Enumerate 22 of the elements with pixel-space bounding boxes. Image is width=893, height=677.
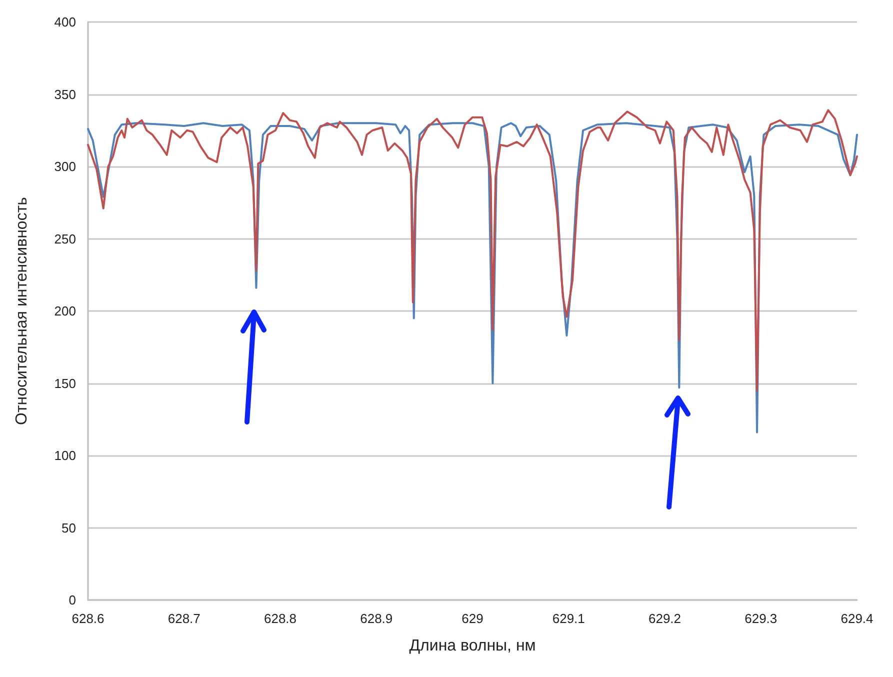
line-series (87, 109, 858, 392)
x-tick-label: 628.9 (360, 611, 393, 626)
x-tick-label: 629.3 (744, 611, 778, 626)
y-tick-label: 350 (54, 86, 76, 102)
line-series (87, 122, 858, 434)
y-axis-title: Относительная интенсивность (14, 197, 30, 425)
x-tick-label: 628.7 (168, 611, 200, 626)
y-tick-label: 200 (54, 304, 76, 318)
x-tick-label: 629.1 (552, 611, 585, 626)
y-tick-label: 0 (68, 592, 76, 608)
y-tick-label: 250 (54, 231, 76, 246)
x-tick-label: 629 (462, 611, 484, 626)
y-tick-label: 100 (54, 448, 76, 463)
x-tick-label: 628.8 (264, 611, 297, 626)
x-tick-label: 629.2 (648, 611, 682, 626)
x-tick-label: 629.4 (840, 611, 874, 626)
x-axis-title: Длина волны, нм (409, 638, 536, 654)
x-tick-label: 628.6 (72, 611, 104, 626)
y-tick-label: 150 (54, 376, 76, 391)
y-tick-label: 300 (54, 159, 76, 174)
y-tick-label: 400 (54, 14, 76, 30)
y-tick-label: 50 (62, 520, 76, 536)
